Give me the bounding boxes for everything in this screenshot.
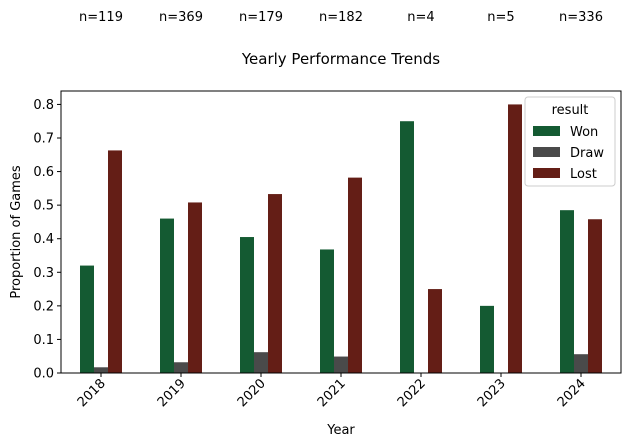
legend-swatch-won [533,126,560,136]
bar-draw-2021 [334,356,348,373]
bar-draw-2019 [174,362,188,373]
bars [80,104,602,373]
bar-lost-2022 [428,289,442,373]
y-tick-label: 0.2 [33,299,54,314]
bar-won-2021 [320,249,334,373]
legend: result Won Draw Lost [524,96,616,187]
bar-won-2023 [480,305,494,373]
chart-title: Yearly Performance Trends [241,50,440,68]
y-tick-label: 0.3 [33,266,54,281]
legend-title: result [552,103,589,118]
bar-lost-2019 [188,202,202,373]
x-tick-label: 2019 [155,376,189,410]
bar-lost-2021 [348,177,362,373]
bar-won-2024 [560,210,574,373]
y-tick-label: 0.4 [33,232,54,247]
sample-counts: n=119 n=369 n=179 n=182 n=4 n=5 n=336 [79,10,603,25]
x-tick-label: 2023 [475,376,509,410]
x-tick-label: 2020 [235,376,269,410]
bar-lost-2024 [588,219,602,373]
legend-entry-won: Won [570,125,598,140]
y-axis-label: Proportion of Games [9,165,24,299]
sample-count-label: n=182 [319,10,363,25]
bar-draw-2024 [574,354,588,373]
x-tick-label: 2021 [315,376,349,410]
y-tick-label: 0.5 [33,199,54,214]
bar-draw-2020 [254,352,268,373]
bar-lost-2018 [108,150,122,373]
bar-won-2022 [400,121,414,373]
bar-draw-2018 [94,367,108,373]
bar-won-2019 [160,218,174,373]
legend-swatch-draw [533,147,560,157]
y-tick-label: 0.1 [33,333,54,348]
y-tick-label: 0.0 [33,367,54,382]
x-axis-label: Year [326,423,355,438]
x-tick-label: 2018 [75,376,109,410]
sample-count-label: n=336 [559,10,603,25]
sample-count-label: n=179 [239,10,283,25]
bar-lost-2023 [508,104,522,373]
legend-box [524,96,616,187]
legend-entry-draw: Draw [570,146,604,161]
bar-won-2018 [80,265,94,373]
bar-lost-2020 [268,194,282,373]
sample-count-label: n=5 [487,10,514,25]
x-tick-label: 2024 [555,376,589,410]
x-tick-label: 2022 [395,376,429,410]
legend-swatch-lost [533,168,560,178]
y-tick-label: 0.7 [33,132,54,147]
sample-count-label: n=119 [79,10,123,25]
legend-entry-lost: Lost [570,167,597,182]
y-tick-label: 0.8 [33,98,54,113]
sample-count-label: n=4 [407,10,434,25]
y-tick-label: 0.6 [33,165,54,180]
sample-count-label: n=369 [159,10,203,25]
bar-won-2020 [240,237,254,373]
